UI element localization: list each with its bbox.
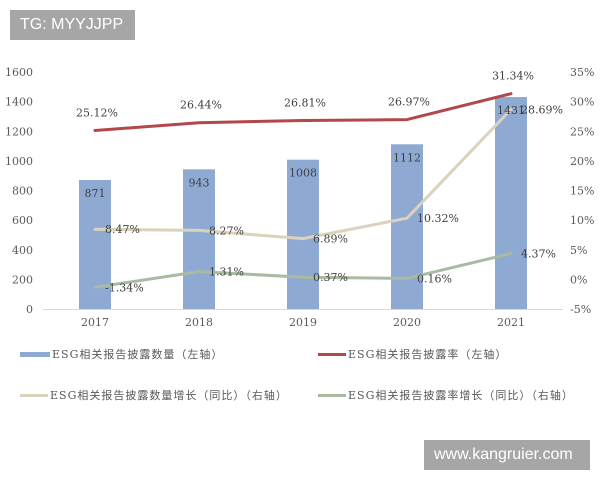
y-right-tick-label: 30% (570, 96, 594, 109)
line-value-label: 26.81% (284, 97, 326, 110)
y-left-tick-label: 600 (12, 214, 33, 227)
line-value-label: 6.89% (313, 233, 348, 246)
legend-item-disclosure-count: ESG相关报告披露数量（左轴） (20, 346, 223, 362)
y-right-tick-label: 15% (570, 185, 594, 198)
line-value-label: 1.31% (209, 266, 244, 279)
bar (391, 144, 423, 309)
x-tick-label: 2018 (185, 316, 213, 329)
line-value-label: 28.69% (521, 103, 563, 116)
y-left-tick-label: 1400 (5, 96, 33, 109)
legend-item-disclosure-rate: ESG相关报告披露率（左轴） (318, 346, 507, 362)
x-tick-label: 2020 (393, 316, 421, 329)
legend-label: ESG相关报告披露数量（左轴） (52, 348, 224, 361)
line-value-label: 4.37% (521, 247, 556, 260)
bar-value-label: 1112 (393, 151, 421, 164)
y-left-tick-label: 400 (12, 244, 33, 257)
y-right-tick-label: 35% (570, 66, 594, 79)
y-left-tick-label: 1600 (5, 66, 33, 79)
y-right-tick-label: 10% (570, 214, 594, 227)
line-value-label: 8.27% (209, 224, 244, 237)
bar-value-label: 1008 (289, 167, 317, 180)
y-right-tick-label: 5% (570, 244, 587, 257)
legend-item-count-growth: ESG相关报告披露数量增长（同比）（右轴） (20, 387, 288, 403)
line-value-label: 25.12% (76, 107, 118, 120)
legend-item-rate-growth: ESG相关报告披露率增长（同比）（右轴） (318, 387, 574, 403)
y-right-tick-label: -5% (570, 303, 591, 316)
legend-line-swatch-icon (318, 393, 346, 397)
y-right-tick-label: 25% (570, 125, 594, 138)
x-tick-label: 2021 (497, 316, 525, 329)
legend-line-swatch-icon (318, 352, 346, 356)
watermark-bottom-right: www.kangruier.com (424, 440, 590, 470)
legend-line-swatch-icon (20, 393, 48, 397)
x-tick-label: 2017 (81, 316, 109, 329)
y-left-tick-label: 1200 (5, 125, 33, 138)
bar-series (79, 97, 527, 309)
y-right-tick-label: 20% (570, 155, 594, 168)
legend-label: ESG相关报告披露率（左轴） (348, 348, 508, 361)
line-series-path (93, 107, 513, 241)
legend-bar-swatch-icon (20, 351, 50, 357)
y-left-tick-label: 1000 (5, 155, 33, 168)
bar-value-label: 1431 (497, 104, 525, 117)
line-series-path (93, 252, 513, 289)
line-value-label: 26.97% (388, 96, 430, 109)
line-value-label: 10.32% (417, 212, 459, 225)
data-labels: 871 943 1008 1112 1431 25.12% 26.44% 26.81% 26.9… (76, 70, 563, 295)
line-value-label: 0.37% (313, 271, 348, 284)
bar-value-label: 871 (85, 187, 106, 200)
axes: 0 200 400 600 800 1000 1200 1400 1600 -5% 0% 5% 10% 1… (5, 66, 594, 329)
line-value-label: 26.44% (180, 99, 222, 112)
bar (183, 169, 215, 309)
watermark-top-left: TG: MYYJJPP (10, 10, 135, 40)
x-tick-label: 2019 (289, 316, 317, 329)
legend-label: ESG相关报告披露数量增长（同比）（右轴） (50, 389, 288, 402)
line-series-path (93, 92, 513, 132)
line-value-label: 8.47% (105, 223, 140, 236)
bar-value-label: 943 (189, 176, 210, 189)
line-series (93, 92, 513, 289)
line-value-label: 0.16% (417, 272, 452, 285)
bar (287, 159, 319, 309)
y-left-tick-label: 200 (12, 273, 33, 286)
y-right-tick-label: 0% (570, 273, 587, 286)
legend-label: ESG相关报告披露率增长（同比）（右轴） (348, 389, 574, 402)
bar (495, 97, 527, 309)
y-left-tick-label: 800 (12, 185, 33, 198)
line-value-label: -1.34% (105, 281, 144, 294)
y-left-tick-label: 0 (26, 303, 33, 316)
line-value-label: 31.34% (492, 70, 534, 83)
